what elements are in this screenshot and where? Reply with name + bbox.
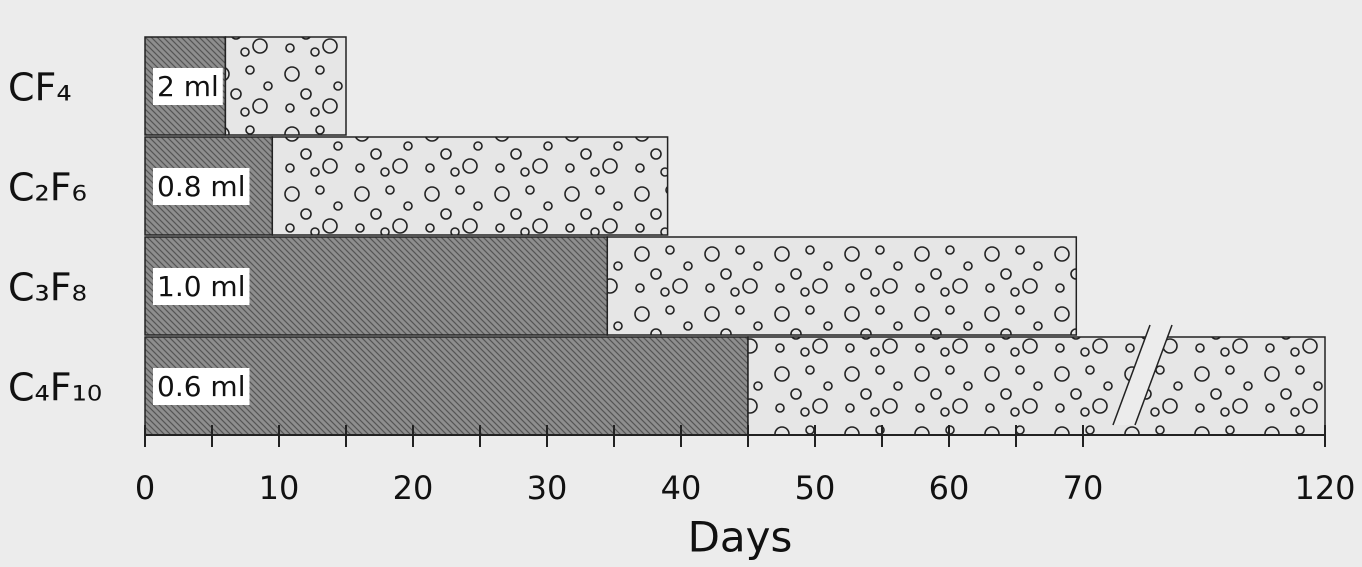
x-tick-label: 0 [135,469,155,507]
bar-label: 2 ml [157,70,219,103]
bar-label-bg [153,168,250,205]
x-tick-label: 30 [527,469,568,507]
x-axis-title: Days [688,513,793,562]
bar-label: 0.6 ml [157,370,245,403]
bar-segment [224,36,347,136]
category-label: C₄F₁₀ [8,366,102,410]
x-tick-label: 120 [1294,469,1355,507]
bar-label: 1.0 ml [157,270,245,303]
bar-label: 0.8 ml [157,170,245,203]
bar-label-bg [153,268,250,305]
x-tick-label: 20 [393,469,434,507]
axis-break-line [1112,324,1151,426]
bar-segment [747,336,1326,436]
x-tick-label: 40 [661,469,702,507]
category-label: C₃F₈ [8,266,87,310]
bar-segment [271,136,669,236]
bar-label-bg [153,368,250,405]
category-label: CF₄ [8,66,72,110]
x-tick-label: 10 [259,469,300,507]
x-tick-label: 50 [795,469,836,507]
x-tick-label: 60 [929,469,970,507]
category-label: C₂F₆ [8,166,87,210]
x-tick-label: 70 [1063,469,1104,507]
bar-label-bg [153,68,223,105]
bar-segment [606,236,1078,336]
axis-break-line [1134,324,1173,426]
axis-break-gap [1113,325,1172,425]
